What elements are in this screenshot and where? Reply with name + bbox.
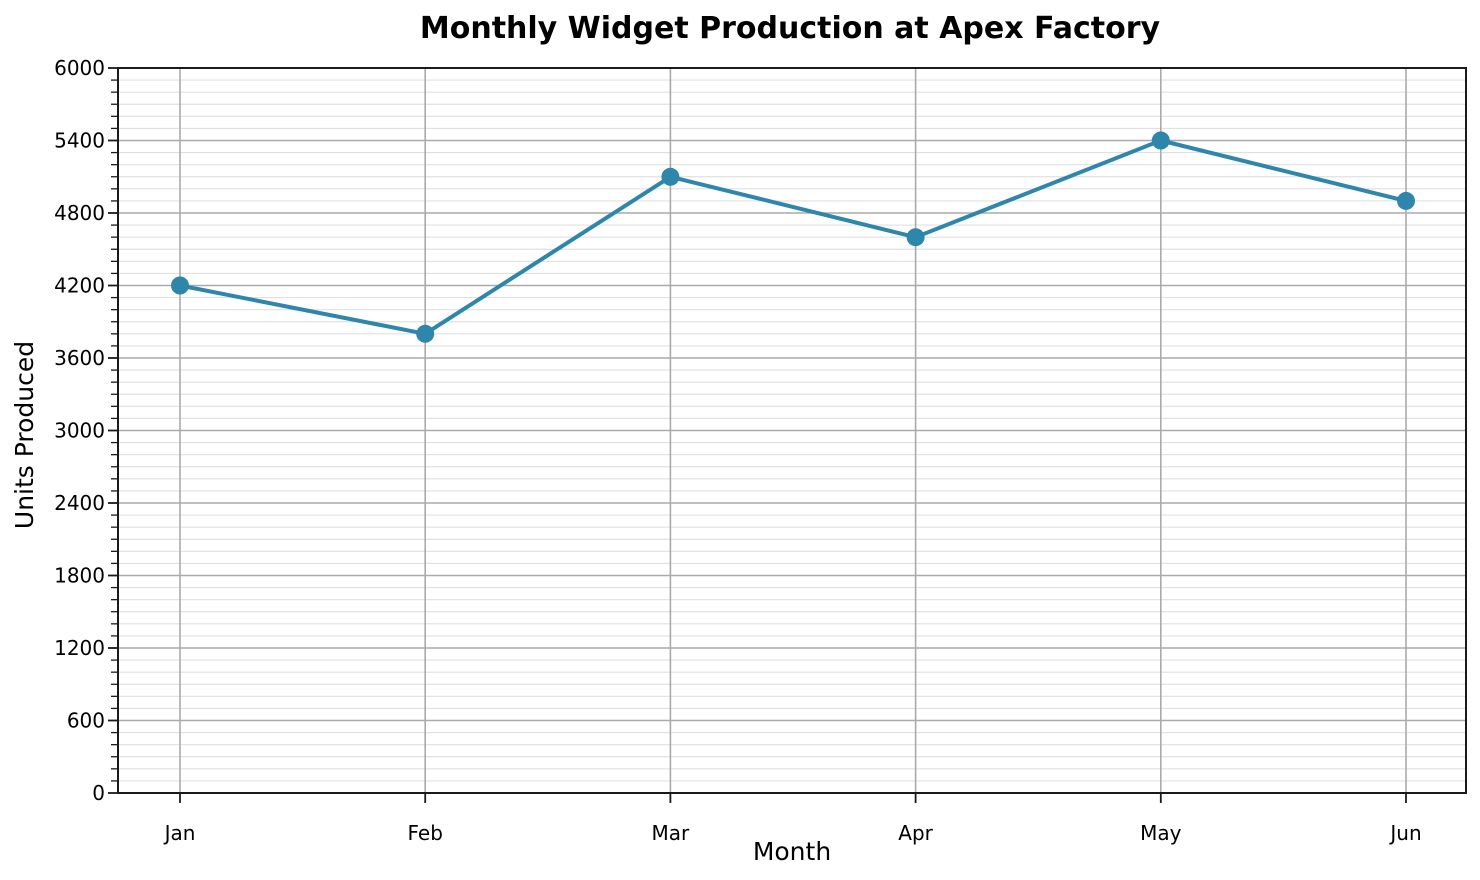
tick-labels: 0 600 1200 1800 2400 3000 3600 4200 4800 5400 6000…	[54, 56, 1422, 845]
data-point-jun	[1397, 191, 1415, 210]
y-tick-label: 3000	[54, 419, 105, 443]
y-tick-label: 0	[92, 781, 105, 805]
plot-border	[117, 67, 1467, 794]
x-axis-label: Month	[753, 837, 831, 866]
data-point-jan	[171, 276, 189, 295]
plot-border-rect	[117, 67, 1467, 794]
y-tick-label: 4200	[54, 274, 105, 298]
x-tick-label: Jan	[163, 821, 196, 845]
data-point-feb	[416, 324, 435, 343]
x-tick-label: Feb	[407, 821, 442, 845]
y-tick-label: 2400	[54, 491, 105, 515]
y-tick-label: 6000	[54, 56, 105, 80]
x-tick-label: May	[1140, 821, 1182, 845]
y-axis-label: Units Produced	[10, 341, 39, 529]
data-series	[171, 131, 1415, 343]
y-tick-label: 4800	[54, 201, 105, 225]
series-line	[178, 138, 1408, 336]
data-point-may	[1151, 131, 1170, 150]
y-tick-label: 600	[67, 709, 105, 733]
y-tick-label: 1800	[54, 564, 105, 588]
y-tick-label: 5400	[54, 129, 105, 153]
x-tick-label: Jun	[1388, 821, 1421, 845]
data-point-apr	[906, 228, 925, 247]
data-point-mar	[661, 167, 680, 186]
y-tick-label: 3600	[54, 346, 105, 370]
x-tick-label: Mar	[652, 821, 691, 845]
x-tick-label: Apr	[898, 821, 933, 845]
chart-title: Monthly Widget Production at Apex Factor…	[420, 11, 1161, 46]
axis-ticks	[108, 67, 1407, 803]
major-gridlines	[118, 68, 1466, 793]
minor-gridlines	[118, 79, 1466, 782]
y-tick-label: 1200	[54, 636, 105, 660]
